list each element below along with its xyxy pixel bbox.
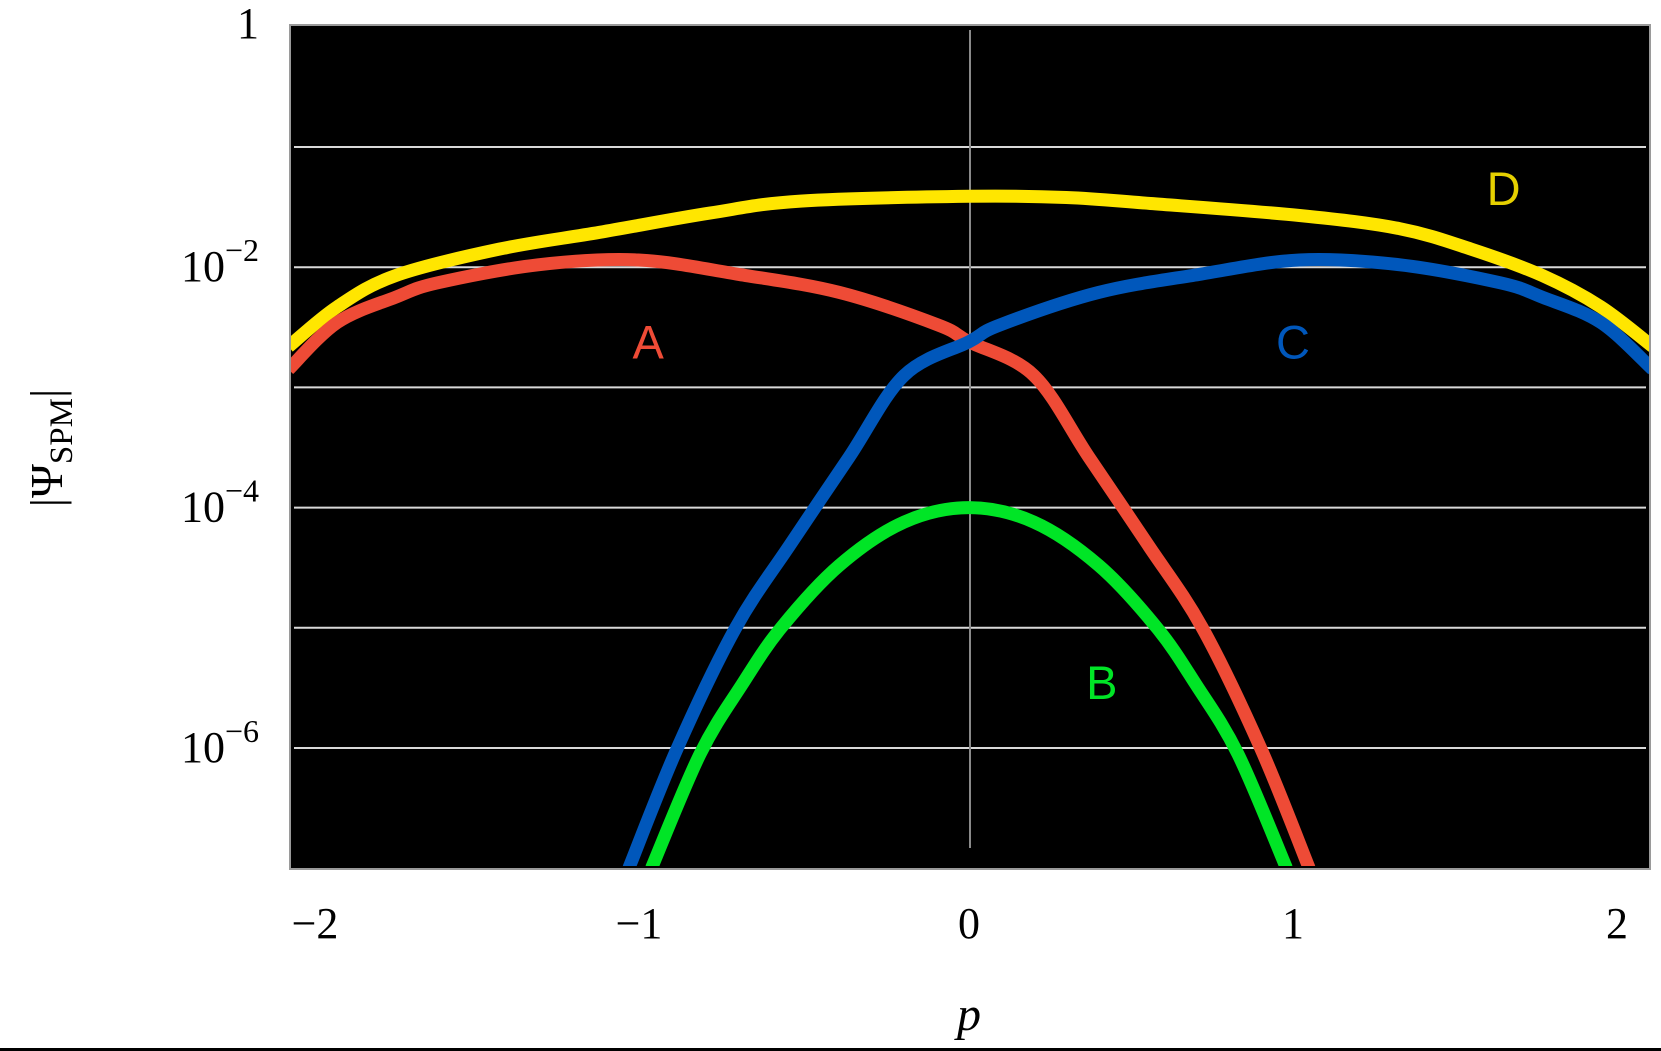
curve-label-d: D — [1487, 162, 1521, 215]
x-tick-label: 0 — [958, 899, 980, 948]
curve-label-a: A — [633, 316, 665, 369]
x-axis-ticks: −2 −1 0 1 2 — [292, 899, 1628, 948]
curve-b — [645, 501, 1293, 866]
y-tick-label: 10−6 — [181, 713, 259, 772]
y-axis-label-sub: SPM — [44, 398, 80, 464]
bottom-rule — [0, 1048, 1661, 1051]
curve-d — [291, 189, 1649, 352]
x-tick-label: 1 — [1282, 899, 1304, 948]
curve-labels: A B C D — [633, 162, 1521, 709]
x-tick-label: 2 — [1606, 899, 1628, 948]
svg-text:|ΨSPM|: |ΨSPM| — [21, 389, 80, 507]
y-axis-label-close: | — [21, 389, 72, 398]
x-axis-label: p — [954, 988, 981, 1041]
y-tick-label: 10−4 — [181, 473, 259, 532]
curve-label-b: B — [1086, 656, 1117, 709]
curve-label-c: C — [1276, 316, 1310, 369]
curve-a — [291, 253, 1316, 866]
y-axis-ticks: 1 10−2 10−4 10−6 — [181, 0, 259, 772]
x-tick-label: −1 — [616, 899, 663, 948]
y-axis-label-main: |Ψ — [21, 464, 72, 507]
curve-c — [622, 253, 1649, 866]
curves — [291, 189, 1649, 866]
y-tick-label: 1 — [237, 0, 259, 48]
y-axis-label: |ΨSPM| — [21, 389, 80, 507]
x-tick-label: −2 — [292, 899, 339, 948]
y-tick-label: 10−2 — [181, 232, 259, 291]
